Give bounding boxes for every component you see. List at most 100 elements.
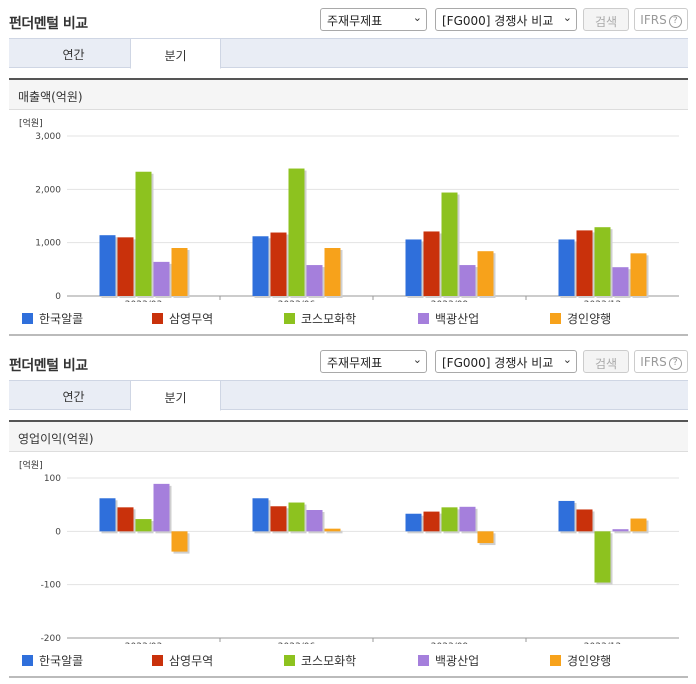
legend-swatch bbox=[152, 313, 163, 324]
period-tabs: 연간 분기 bbox=[9, 380, 688, 411]
bar-shadow bbox=[614, 531, 631, 534]
bar bbox=[117, 507, 134, 532]
period-tabs: 연간 분기 bbox=[9, 38, 688, 69]
bar bbox=[99, 498, 116, 532]
bar bbox=[405, 513, 422, 532]
legend-label: 코스모화학 bbox=[301, 312, 357, 326]
bar bbox=[630, 253, 647, 296]
bar bbox=[288, 168, 305, 296]
bar bbox=[288, 502, 305, 532]
chevron-down-icon: ⌄ bbox=[412, 353, 422, 366]
bar-shadow bbox=[326, 530, 343, 534]
statement-select[interactable]: 주재무제표 ⌄ bbox=[320, 350, 427, 373]
compare-select-value: [FG000] 경쟁사 비교 bbox=[442, 14, 554, 28]
legend-item[interactable]: 백광산업 bbox=[418, 310, 479, 327]
chevron-down-icon: ⌄ bbox=[412, 11, 422, 24]
legend-item[interactable]: 경인양행 bbox=[550, 652, 611, 669]
legend-label: 삼영무역 bbox=[169, 654, 214, 668]
legend-swatch bbox=[284, 655, 295, 666]
search-button[interactable]: 검색 bbox=[583, 350, 629, 373]
bar bbox=[99, 235, 116, 296]
bar bbox=[171, 531, 188, 552]
bar bbox=[576, 509, 593, 532]
tab-annual[interactable]: 연간 bbox=[62, 390, 85, 404]
revenue-chart: [억원] 0 1,000 2,000 3,000 2023/03 2023/06 2023/0… bbox=[9, 112, 688, 302]
bar bbox=[423, 231, 440, 296]
chevron-down-icon: ⌄ bbox=[562, 11, 572, 24]
legend-swatch bbox=[550, 655, 561, 666]
ifrs-label: IFRS bbox=[640, 13, 667, 27]
statement-select-value: 주재무제표 bbox=[327, 14, 383, 28]
legend-item[interactable]: 코스모화학 bbox=[284, 310, 356, 327]
y-unit-label: [억원] bbox=[19, 459, 43, 471]
ifrs-button[interactable]: IFRS? bbox=[634, 8, 688, 31]
legend-swatch bbox=[418, 655, 429, 666]
x-tick-label: 2023/12 bbox=[584, 300, 621, 302]
bar bbox=[558, 239, 575, 296]
legend-label: 백광산업 bbox=[435, 654, 480, 668]
divider bbox=[9, 676, 688, 678]
legend-item[interactable]: 코스모화학 bbox=[284, 652, 356, 669]
legend-label: 한국알콜 bbox=[39, 654, 84, 668]
y-tick-label: -100 bbox=[41, 581, 62, 591]
x-tick-label: 2023/09 bbox=[431, 642, 469, 644]
compare-select[interactable]: [FG000] 경쟁사 비교 ⌄ bbox=[435, 350, 577, 373]
y-tick-label: 3,000 bbox=[35, 132, 61, 142]
legend-swatch bbox=[22, 313, 33, 324]
section-title: 매출액(억원) bbox=[9, 78, 688, 110]
y-tick-label: -200 bbox=[41, 634, 62, 644]
bar bbox=[153, 261, 170, 296]
bar bbox=[594, 531, 611, 583]
legend-swatch bbox=[152, 655, 163, 666]
bar bbox=[135, 171, 152, 296]
bar bbox=[630, 518, 647, 532]
bar bbox=[441, 192, 458, 296]
legend-label: 삼영무역 bbox=[169, 312, 214, 326]
bar bbox=[612, 267, 629, 296]
x-tick-label: 2023/09 bbox=[431, 300, 469, 302]
legend-item[interactable]: 한국알콜 bbox=[22, 652, 83, 669]
bar bbox=[459, 265, 476, 296]
bar bbox=[405, 239, 422, 296]
y-tick-label: 100 bbox=[44, 474, 61, 484]
legend-swatch bbox=[418, 313, 429, 324]
bar bbox=[477, 251, 494, 296]
chevron-down-icon: ⌄ bbox=[562, 353, 572, 366]
legend-swatch bbox=[22, 655, 33, 666]
bar bbox=[612, 529, 629, 532]
x-tick-label: 2023/06 bbox=[278, 300, 316, 302]
tab-quarter[interactable]: 분기 bbox=[130, 380, 221, 411]
x-tick-label: 2023/12 bbox=[584, 642, 621, 644]
bar bbox=[117, 237, 134, 296]
statement-select-value: 주재무제표 bbox=[327, 356, 383, 370]
bar bbox=[594, 227, 611, 296]
legend-item[interactable]: 삼영무역 bbox=[152, 310, 213, 327]
y-tick-label: 1,000 bbox=[35, 239, 61, 249]
bar bbox=[306, 265, 323, 296]
ifrs-button[interactable]: IFRS? bbox=[634, 350, 688, 373]
revenue-chart-svg: [억원] 0 1,000 2,000 3,000 2023/03 2023/06 2023/0… bbox=[19, 117, 679, 302]
bar bbox=[324, 528, 341, 532]
x-tick-label: 2023/03 bbox=[125, 642, 162, 644]
bar bbox=[135, 519, 152, 532]
ifrs-label: IFRS bbox=[640, 355, 667, 369]
legend-item[interactable]: 백광산업 bbox=[418, 652, 479, 669]
tab-quarter[interactable]: 분기 bbox=[130, 38, 221, 69]
legend-item[interactable]: 경인양행 bbox=[550, 310, 611, 327]
legend-label: 경인양행 bbox=[567, 312, 612, 326]
bar bbox=[270, 232, 287, 296]
compare-select[interactable]: [FG000] 경쟁사 비교 ⌄ bbox=[435, 8, 577, 31]
panel-header: 펀더멘털 비교 주재무제표 ⌄ [FG000] 경쟁사 비교 ⌄ 검색 IFRS? bbox=[0, 0, 696, 38]
operating-profit-chart-svg: [억원] -200 -100 0 100 2023/03 2023/06 2023/09 202… bbox=[19, 459, 679, 644]
statement-select[interactable]: 주재무제표 ⌄ bbox=[320, 8, 427, 31]
y-tick-label: 0 bbox=[55, 527, 61, 537]
bar bbox=[576, 230, 593, 296]
bar bbox=[324, 248, 341, 296]
bar bbox=[558, 500, 575, 532]
legend-item[interactable]: 한국알콜 bbox=[22, 310, 83, 327]
bar bbox=[252, 498, 269, 532]
tab-annual[interactable]: 연간 bbox=[62, 48, 85, 62]
legend-item[interactable]: 삼영무역 bbox=[152, 652, 213, 669]
y-unit-label: [억원] bbox=[19, 117, 43, 129]
search-button[interactable]: 검색 bbox=[583, 8, 629, 31]
